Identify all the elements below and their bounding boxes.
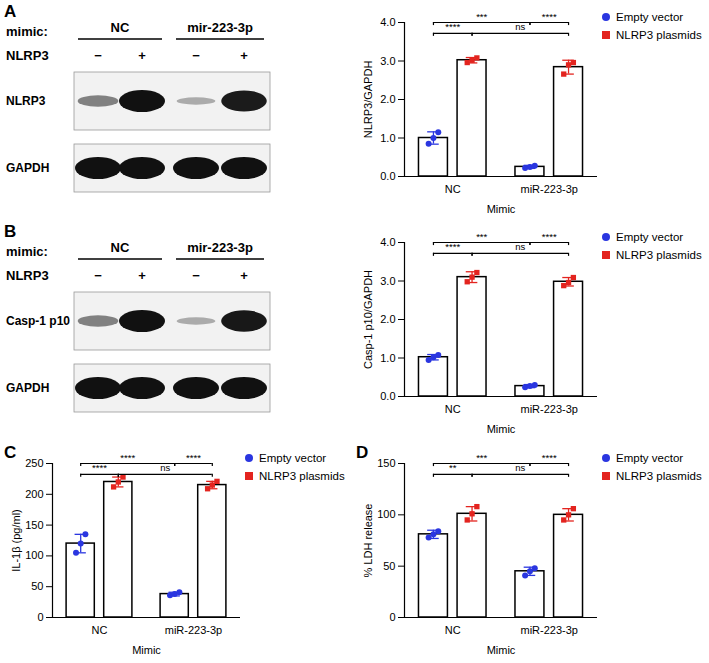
html-text:B: B xyxy=(4,222,17,241)
svg-text:100: 100 xyxy=(25,549,43,561)
svg-text:4.0: 4.0 xyxy=(380,16,395,28)
svg-text:ns: ns xyxy=(160,462,170,473)
html-text:Empty vector: Empty vector xyxy=(259,452,327,464)
svg-text:mimic:: mimic: xyxy=(6,244,48,259)
svg-text:100: 100 xyxy=(377,508,395,520)
svg-text:NLRP3: NLRP3 xyxy=(6,268,49,283)
html-text:Empty vector: Empty vector xyxy=(616,231,684,243)
svg-text:+: + xyxy=(240,48,248,63)
svg-text:50: 50 xyxy=(383,560,395,572)
svg-text:NC: NC xyxy=(445,403,461,415)
svg-text:NC: NC xyxy=(445,624,461,636)
svg-text:miR-223-3p: miR-223-3p xyxy=(165,624,222,636)
svg-text:miR-223-3p: miR-223-3p xyxy=(521,624,578,636)
svg-text:NC: NC xyxy=(445,183,461,195)
svg-text:Casp-1 p10: Casp-1 p10 xyxy=(6,314,70,328)
svg-text:−: − xyxy=(192,48,200,63)
svg-text:1.0: 1.0 xyxy=(380,132,395,144)
svg-text:150: 150 xyxy=(25,519,43,531)
svg-text:****: **** xyxy=(445,241,460,252)
svg-text:****: **** xyxy=(542,11,557,22)
svg-text:****: **** xyxy=(120,452,135,463)
svg-text:Mimic: Mimic xyxy=(487,423,516,435)
svg-text:0: 0 xyxy=(389,611,395,623)
svg-text:1.0: 1.0 xyxy=(380,352,395,364)
svg-text:**: ** xyxy=(449,462,457,473)
svg-text:Mimic: Mimic xyxy=(487,644,516,656)
svg-text:NLRP3: NLRP3 xyxy=(6,48,49,63)
html-text:NLRP3 plasmids: NLRP3 plasmids xyxy=(259,470,345,482)
svg-text:NC: NC xyxy=(111,20,130,35)
html-text:NLRP3 plasmids: NLRP3 plasmids xyxy=(616,29,702,41)
svg-text:Casp-1 p10/GAPDH: Casp-1 p10/GAPDH xyxy=(362,270,374,369)
svg-text:+: + xyxy=(138,268,146,283)
svg-text:Mimic: Mimic xyxy=(132,644,161,656)
html-text:C: C xyxy=(4,443,17,462)
svg-text:+: + xyxy=(240,268,248,283)
html-text:Empty vector: Empty vector xyxy=(616,11,684,23)
svg-text:GAPDH: GAPDH xyxy=(6,381,49,395)
svg-text:****: **** xyxy=(445,21,460,32)
svg-text:−: − xyxy=(94,48,102,63)
svg-text:0.0: 0.0 xyxy=(380,170,395,182)
svg-text:****: **** xyxy=(542,231,557,242)
svg-text:miR-223-3p: miR-223-3p xyxy=(521,183,578,195)
svg-text:IL-1β (pg/ml): IL-1β (pg/ml) xyxy=(10,509,22,572)
svg-text:3.0: 3.0 xyxy=(380,55,395,67)
svg-text:3.0: 3.0 xyxy=(380,275,395,287)
svg-text:****: **** xyxy=(92,462,107,473)
svg-text:ns: ns xyxy=(515,241,525,252)
svg-text:% LDH release: % LDH release xyxy=(362,504,374,578)
svg-text:NC: NC xyxy=(92,624,108,636)
svg-text:****: **** xyxy=(542,452,557,463)
svg-text:200: 200 xyxy=(25,488,43,500)
html-text:NLRP3 plasmids: NLRP3 plasmids xyxy=(616,470,702,482)
svg-text:ns: ns xyxy=(515,21,525,32)
svg-text:2.0: 2.0 xyxy=(380,313,395,325)
svg-text:150: 150 xyxy=(377,457,395,469)
svg-text:−: − xyxy=(94,268,102,283)
html-text:A: A xyxy=(4,2,17,21)
svg-text:2.0: 2.0 xyxy=(380,93,395,105)
svg-text:NLRP3/GAPDH: NLRP3/GAPDH xyxy=(362,61,374,139)
svg-text:+: + xyxy=(138,48,146,63)
svg-text:4.0: 4.0 xyxy=(380,236,395,248)
svg-text:−: − xyxy=(192,268,200,283)
svg-text:***: *** xyxy=(476,11,487,22)
svg-text:mimic:: mimic: xyxy=(6,24,48,39)
svg-text:miR-223-3p: miR-223-3p xyxy=(521,403,578,415)
svg-text:Mimic: Mimic xyxy=(487,203,516,215)
html-text:D: D xyxy=(356,443,369,462)
html-text:Empty vector: Empty vector xyxy=(616,452,684,464)
svg-text:NLRP3: NLRP3 xyxy=(6,94,46,108)
svg-text:250: 250 xyxy=(25,457,43,469)
svg-text:mir-223-3p: mir-223-3p xyxy=(187,20,253,35)
svg-text:50: 50 xyxy=(31,580,43,592)
svg-text:GAPDH: GAPDH xyxy=(6,161,49,175)
svg-text:0.0: 0.0 xyxy=(380,390,395,402)
svg-text:ns: ns xyxy=(515,462,525,473)
svg-text:***: *** xyxy=(476,231,487,242)
html-text:NLRP3 plasmids: NLRP3 plasmids xyxy=(616,249,702,261)
svg-text:***: *** xyxy=(476,452,487,463)
svg-text:NC: NC xyxy=(111,240,130,255)
svg-text:****: **** xyxy=(186,452,201,463)
svg-text:mir-223-3p: mir-223-3p xyxy=(187,240,253,255)
svg-text:0: 0 xyxy=(37,611,43,623)
